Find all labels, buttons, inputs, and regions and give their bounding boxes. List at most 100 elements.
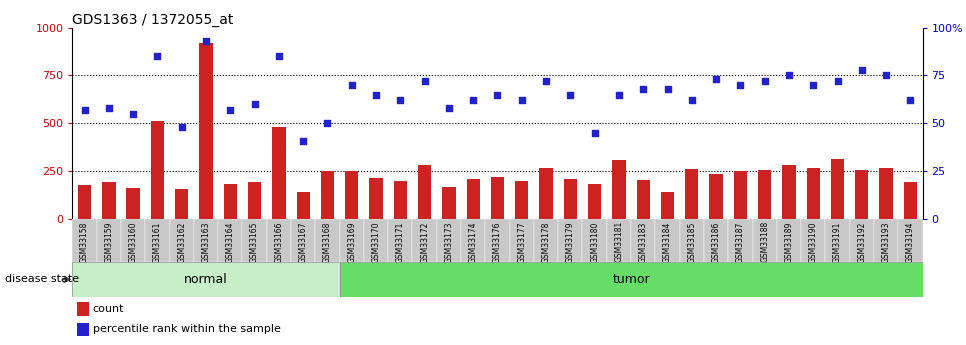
Point (247, 101, 263, 107)
Bar (539, 168, 553, 219)
Text: GSM33193: GSM33193 (882, 221, 891, 263)
Point (441, 105, 457, 111)
Bar (588, 184, 601, 219)
Point (878, 73, 894, 78)
Bar (607, 219, 631, 262)
Bar (807, 168, 820, 219)
Bar (224, 184, 237, 219)
Text: GSM33184: GSM33184 (663, 221, 672, 263)
Point (126, 111, 141, 117)
Bar (151, 121, 164, 219)
Bar (850, 219, 874, 262)
Bar (248, 182, 261, 219)
Bar (242, 219, 267, 262)
Bar (170, 219, 194, 262)
Bar (904, 182, 917, 219)
Point (854, 67, 869, 72)
Bar (558, 219, 582, 262)
Bar (388, 219, 412, 262)
Text: GSM33163: GSM33163 (202, 221, 211, 263)
Bar (369, 178, 383, 219)
Bar (145, 219, 170, 262)
Bar (582, 219, 607, 262)
Bar (874, 219, 898, 262)
Bar (655, 219, 680, 262)
Bar (345, 171, 358, 219)
Text: GSM33169: GSM33169 (347, 221, 356, 263)
Bar (534, 219, 558, 262)
Text: GSM33183: GSM33183 (639, 221, 648, 263)
Bar (72, 262, 340, 297)
Text: GSM33180: GSM33180 (590, 221, 599, 263)
Point (514, 98, 529, 103)
Bar (491, 177, 504, 219)
Text: count: count (93, 304, 125, 314)
Bar (394, 181, 407, 219)
Point (830, 78, 845, 84)
Bar (612, 160, 626, 219)
Text: GSM33181: GSM33181 (614, 221, 623, 263)
Bar (734, 171, 747, 219)
Text: tumor: tumor (612, 273, 650, 286)
Text: GSM33179: GSM33179 (566, 221, 575, 263)
Text: GDS1363 / 1372055_at: GDS1363 / 1372055_at (72, 12, 234, 27)
Point (222, 107, 238, 113)
Point (296, 138, 311, 143)
Text: GSM33158: GSM33158 (80, 221, 89, 263)
Bar (485, 219, 510, 262)
Point (806, 82, 821, 88)
Point (587, 130, 603, 136)
Bar (510, 219, 534, 262)
Bar (412, 219, 437, 262)
Text: GSM33164: GSM33164 (226, 221, 235, 263)
Bar (680, 219, 704, 262)
Point (732, 82, 748, 88)
Bar (898, 219, 923, 262)
Bar (704, 219, 728, 262)
Bar (661, 192, 674, 219)
Point (490, 92, 505, 97)
Text: GSM33171: GSM33171 (396, 221, 405, 263)
Text: GSM33160: GSM33160 (128, 221, 138, 263)
Text: GSM33172: GSM33172 (420, 221, 429, 263)
Bar (782, 165, 796, 219)
Text: GSM33161: GSM33161 (153, 221, 162, 263)
Bar (72, 219, 97, 262)
Bar (127, 188, 140, 219)
Text: GSM33170: GSM33170 (372, 221, 381, 263)
Bar (631, 219, 655, 262)
Text: GSM33178: GSM33178 (542, 221, 551, 263)
Text: GSM33166: GSM33166 (274, 221, 283, 263)
Point (417, 78, 433, 84)
Bar (340, 219, 364, 262)
Text: GSM33191: GSM33191 (833, 221, 842, 263)
Text: GSM33186: GSM33186 (712, 221, 721, 263)
Text: GSM33168: GSM33168 (323, 221, 332, 263)
Bar (297, 192, 310, 219)
Text: GSM33167: GSM33167 (298, 221, 308, 263)
Point (150, 53, 165, 59)
Point (902, 98, 918, 103)
Bar (272, 127, 286, 219)
Point (611, 92, 627, 97)
Bar (515, 181, 528, 219)
Point (757, 78, 773, 84)
Bar (418, 166, 431, 219)
Text: disease state: disease state (5, 275, 79, 284)
Text: GSM33177: GSM33177 (517, 221, 526, 263)
Bar (777, 219, 801, 262)
Bar (121, 219, 145, 262)
Point (344, 82, 359, 88)
Point (562, 92, 578, 97)
Point (77, 107, 93, 113)
Bar (437, 219, 461, 262)
Bar (364, 219, 388, 262)
Bar (267, 219, 291, 262)
Bar (218, 219, 242, 262)
Bar (175, 189, 188, 219)
Bar (102, 182, 116, 219)
Text: percentile rank within the sample: percentile rank within the sample (93, 325, 280, 334)
Point (198, 38, 213, 44)
Bar (315, 219, 340, 262)
Bar (97, 219, 121, 262)
